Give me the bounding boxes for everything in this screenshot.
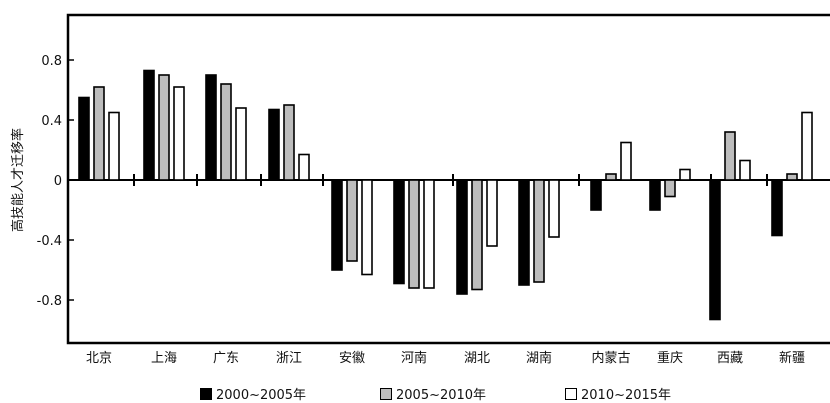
legend-item-series-1: 2000~2005年 [200, 384, 306, 403]
bar-3-北京 [108, 111, 120, 181]
bar-3-新疆 [801, 111, 813, 181]
category-label: 内蒙古 [591, 350, 630, 366]
legend-swatch-series-3 [565, 387, 577, 400]
bar-3-上海 [173, 86, 185, 181]
bar-1-浙江 [268, 108, 280, 181]
legend-label-series-2: 2005~2010年 [396, 388, 487, 403]
bar-3-西藏 [739, 159, 751, 181]
category-label: 河南 [401, 350, 427, 366]
bar-1-重庆 [649, 179, 661, 211]
y-tick-label: 0.8 [41, 54, 62, 69]
bar-1-西藏 [709, 179, 721, 321]
bar-2-北京 [93, 86, 105, 181]
legend-swatch-series-1 [200, 387, 212, 400]
bar-3-湖北 [486, 179, 498, 247]
category-label: 广东 [213, 351, 239, 366]
y-axis-label: 高技能人才迁移率 [10, 128, 26, 232]
bar-3-河南 [423, 179, 435, 289]
y-tick-label: -0.8 [37, 294, 62, 309]
bar-2-浙江 [283, 104, 295, 181]
category-label: 新疆 [779, 350, 805, 366]
bar-1-安徽 [331, 179, 343, 271]
bar-1-北京 [78, 96, 90, 181]
category-label: 湖南 [526, 350, 552, 366]
bar-3-重庆 [679, 168, 691, 181]
y-tick-label: 0.4 [41, 114, 62, 129]
bar-2-河南 [408, 179, 420, 289]
category-label: 浙江 [276, 351, 302, 366]
legend-label-series-1: 2000~2005年 [216, 388, 307, 403]
bar-3-广东 [235, 107, 247, 181]
legend-swatch-series-2 [380, 387, 392, 400]
bar-2-新疆 [786, 173, 798, 181]
legend-item-series-3: 2010~2015年 [565, 384, 671, 403]
category-label: 西藏 [717, 351, 743, 366]
bar-2-湖北 [471, 179, 483, 291]
category-label: 重庆 [657, 350, 683, 366]
y-tick-label: 0 [54, 174, 62, 189]
category-label: 北京 [86, 351, 112, 366]
bar-1-湖南 [518, 179, 530, 286]
legend-label-series-3: 2010~2015年 [581, 388, 672, 403]
bar-2-湖南 [533, 179, 545, 283]
bar-3-湖南 [548, 179, 560, 238]
bar-1-上海 [143, 69, 155, 181]
legend-item-series-2: 2005~2010年 [380, 384, 486, 403]
bar-2-重庆 [664, 179, 676, 198]
bar-1-广东 [205, 74, 217, 181]
bar-1-新疆 [771, 179, 783, 237]
category-label: 湖北 [464, 351, 490, 366]
bar-2-上海 [158, 74, 170, 181]
bar-2-安徽 [346, 179, 358, 262]
bar-1-内蒙古 [590, 179, 602, 211]
bar-3-安徽 [361, 179, 373, 276]
bar-1-湖北 [456, 179, 468, 295]
bar-3-内蒙古 [620, 141, 632, 181]
category-label: 安徽 [339, 351, 365, 366]
y-tick-label: -0.4 [37, 234, 62, 249]
bar-2-西藏 [724, 131, 736, 181]
bar-3-浙江 [298, 153, 310, 181]
bar-2-广东 [220, 83, 232, 181]
bar-2-内蒙古 [605, 173, 617, 181]
bar-1-河南 [393, 179, 405, 285]
category-label: 上海 [151, 351, 177, 366]
